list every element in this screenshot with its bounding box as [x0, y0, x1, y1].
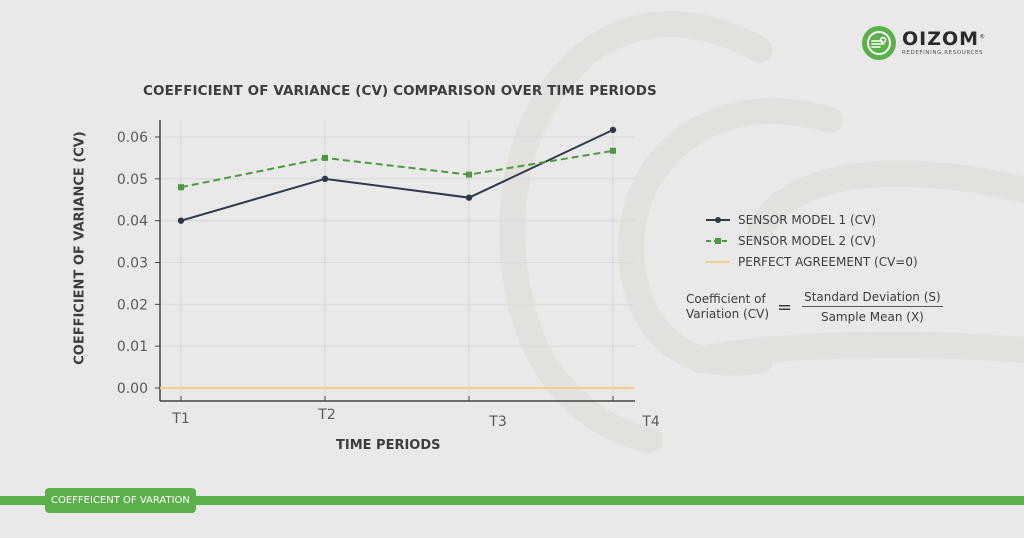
- series-line-sensor-model-2: [180, 149, 614, 189]
- data-point-sensor-model-1: [609, 126, 617, 134]
- x-axis-label: TIME PERIODS: [336, 438, 441, 453]
- data-point-sensor-model-1: [321, 175, 329, 183]
- brand-tagline: REDEFINING RESOURCES: [902, 49, 984, 56]
- logo-mark-icon: [862, 26, 896, 60]
- y-tick-label: 0.01: [117, 339, 148, 355]
- cv-formula: Coefficient of Variation (CV) = Standard…: [686, 290, 943, 324]
- y-tick-label: 0.03: [117, 256, 148, 272]
- x-tick-label: T3: [488, 414, 506, 430]
- formula-equals: =: [777, 296, 793, 318]
- data-point-sensor-model-2: [322, 154, 328, 161]
- legend-label: SENSOR MODEL 2 (CV): [738, 233, 876, 248]
- legend-swatch-line-icon: [706, 260, 730, 263]
- chart-legend: SENSOR MODEL 1 (CV) SENSOR MODEL 2 (CV) …: [706, 209, 918, 272]
- y-tick-label: 0.05: [117, 172, 148, 188]
- formula-lhs: Coefficient of Variation (CV): [686, 292, 769, 322]
- legend-item-sensor-model-2: SENSOR MODEL 2 (CV): [706, 230, 918, 251]
- formula-numerator: Standard Deviation (S): [802, 290, 943, 307]
- oizom-logo: OIZOM® REDEFINING RESOURCES: [862, 26, 985, 60]
- y-tick-label: 0.02: [117, 297, 148, 313]
- legend-label: SENSOR MODEL 1 (CV): [738, 212, 876, 227]
- legend-item-sensor-model-1: SENSOR MODEL 1 (CV): [706, 209, 918, 230]
- registered-mark: ®: [979, 33, 986, 41]
- y-tick-label: 0.06: [117, 130, 148, 146]
- data-point-sensor-model-2: [466, 171, 472, 178]
- data-point-sensor-model-1: [177, 217, 185, 224]
- y-tick-label: 0.04: [117, 214, 148, 230]
- formula-lhs-line2: Variation (CV): [686, 307, 770, 321]
- x-tick-label: T1: [171, 411, 189, 427]
- y-tick-label: 0.00: [117, 381, 148, 397]
- data-point-sensor-model-2: [610, 147, 616, 154]
- formula-denominator: Sample Mean (X): [820, 310, 924, 324]
- formula-fraction: Standard Deviation (S) Sample Mean (X): [802, 290, 943, 324]
- legend-item-perfect-agreement: PERFECT AGREEMENT (CV=0): [706, 251, 918, 272]
- data-point-sensor-model-2: [178, 184, 184, 191]
- chart-title: COEFFICIENT OF VARIANCE (CV) COMPARISON …: [143, 83, 657, 99]
- brand-name: OIZOM: [902, 27, 980, 50]
- x-tick-label: T4: [641, 414, 660, 430]
- x-tick-label: T2: [317, 407, 335, 423]
- legend-swatch-dashed-square-icon: [706, 237, 730, 244]
- footer-bar: [0, 496, 1024, 505]
- legend-swatch-solid-circle-icon: [706, 216, 730, 223]
- formula-lhs-line1: Coefficient of: [686, 292, 766, 306]
- series-line-sensor-model-1: [180, 128, 614, 222]
- footer-badge: COEFFEICENT OF VARATION: [45, 488, 196, 513]
- legend-label: PERFECT AGREEMENT (CV=0): [738, 254, 918, 269]
- data-point-sensor-model-1: [465, 194, 473, 201]
